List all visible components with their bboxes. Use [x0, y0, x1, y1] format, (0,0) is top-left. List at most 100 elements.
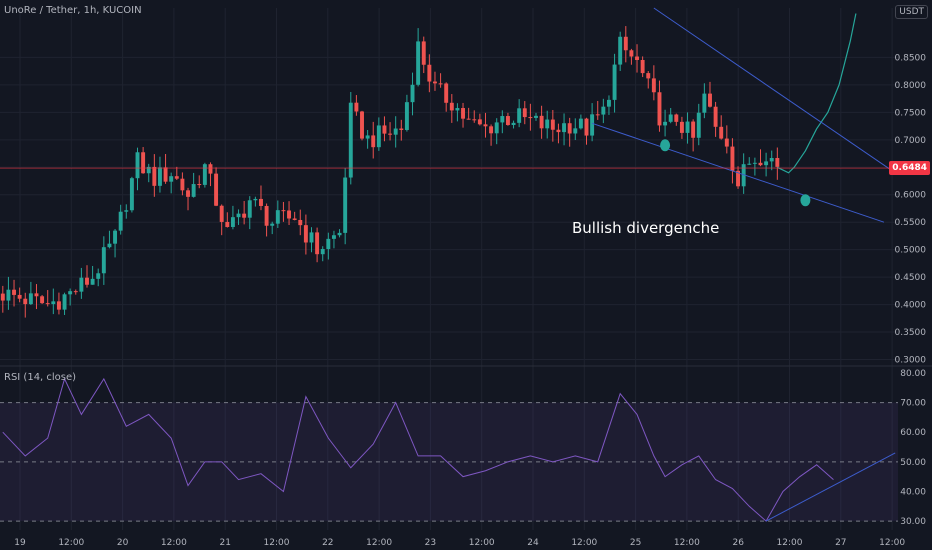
candle-body	[708, 93, 712, 107]
candle-body	[713, 106, 718, 127]
candle-body	[68, 291, 73, 295]
candle-body	[264, 205, 269, 226]
candle-body	[696, 112, 701, 138]
rsi-line	[2, 377, 834, 522]
price-tick-label: 0.7500	[895, 108, 927, 118]
candle-body	[646, 73, 651, 79]
candle-body	[764, 161, 769, 166]
candle-body	[433, 81, 437, 84]
candle-body	[101, 247, 106, 274]
currency-badge[interactable]: USDT	[895, 5, 928, 19]
candle-body	[573, 128, 578, 134]
candle-body	[152, 166, 157, 186]
candle-body	[40, 296, 45, 304]
candle-body	[590, 114, 595, 136]
time-tick-label: 12:00	[469, 538, 495, 548]
candle-body	[674, 114, 679, 122]
candle-body	[129, 178, 134, 211]
candle-body	[399, 128, 404, 130]
candle-body	[45, 303, 50, 305]
candle-body	[275, 210, 280, 224]
candle-body	[489, 126, 494, 134]
candle-body	[180, 178, 185, 191]
time-tick-label: 12:00	[674, 538, 700, 548]
divergence-annotation: Bullish divergenche	[572, 219, 720, 237]
candle-body	[157, 167, 162, 186]
time-tick-label: 12:00	[777, 538, 803, 548]
time-tick-label: 24	[527, 538, 539, 548]
candle-body	[79, 277, 84, 292]
candle-body	[12, 289, 16, 295]
candle-body	[56, 301, 61, 310]
candle-body	[472, 119, 477, 121]
candle-body	[73, 291, 78, 293]
time-tick-label: 12:00	[264, 538, 290, 548]
candle-body	[303, 225, 308, 243]
candle-body	[449, 102, 454, 111]
candle-body	[528, 117, 533, 119]
time-tick-label: 22	[322, 538, 333, 548]
candle-body	[601, 106, 606, 115]
candle-body	[225, 221, 230, 227]
candle-body	[404, 102, 409, 130]
candle-body	[259, 198, 263, 206]
candle-body	[578, 118, 583, 129]
candle-body	[461, 108, 465, 119]
candle-body	[567, 123, 572, 134]
candle-body	[455, 108, 460, 111]
candle-body	[702, 93, 707, 113]
channel-upper-line	[653, 7, 896, 174]
candle-body	[730, 146, 735, 171]
candle-body	[169, 176, 174, 182]
time-tick-label: 26	[732, 538, 744, 548]
candle-body	[393, 128, 398, 135]
symbol-legend: UnoRe / Tether, 1h, KUCOIN	[4, 5, 142, 16]
candle-body	[360, 111, 364, 139]
price-tick-label: 0.4000	[895, 301, 927, 311]
price-tick-label: 0.4500	[895, 273, 927, 283]
candle-body	[315, 232, 320, 255]
candle-body	[309, 232, 314, 243]
candle-body	[685, 121, 690, 133]
candle-body	[427, 64, 432, 82]
candle-body	[629, 50, 634, 57]
candle-body	[421, 41, 426, 65]
time-tick-label: 20	[117, 538, 129, 548]
candle-body	[135, 152, 140, 179]
candle-body	[724, 138, 729, 147]
candle-body	[371, 135, 376, 148]
candle-body	[477, 119, 482, 125]
candle-body	[163, 167, 168, 182]
candle-body	[556, 129, 561, 133]
candle-body	[124, 210, 129, 212]
candle-body	[444, 83, 449, 103]
candle-body	[494, 122, 499, 134]
candle-body	[651, 78, 656, 93]
time-tick-label: 27	[835, 538, 846, 548]
candle-body	[679, 121, 684, 133]
time-tick-label: 12:00	[58, 538, 84, 548]
candle-body	[236, 213, 241, 218]
candle-body	[769, 158, 774, 162]
candle-body	[539, 115, 544, 129]
candle-body	[640, 59, 645, 74]
last-price-tag: 0.6484	[889, 161, 930, 176]
candle-body	[584, 118, 589, 136]
price-tick-label: 0.5000	[895, 246, 927, 256]
candle-body	[320, 249, 325, 255]
candle-body	[6, 289, 11, 301]
candle-body	[253, 198, 258, 201]
candle-body	[90, 278, 95, 285]
candle-body	[534, 115, 538, 118]
candle-body	[247, 200, 252, 218]
candle-body	[623, 36, 628, 51]
candle-body	[337, 232, 342, 236]
rsi-trendline	[765, 452, 896, 522]
candle-body	[365, 135, 370, 139]
price-tick-label: 0.8500	[895, 53, 927, 63]
candle-body	[214, 173, 219, 206]
candle-body	[438, 83, 443, 85]
candle-body	[146, 166, 151, 174]
candle-body	[691, 121, 696, 138]
